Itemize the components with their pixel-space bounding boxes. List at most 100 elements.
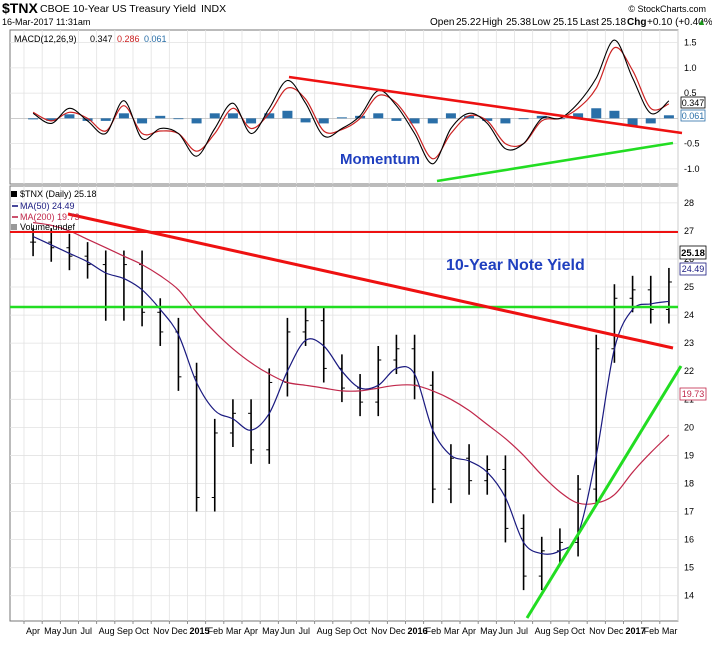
macd-histogram-bar (573, 113, 584, 119)
open-label: Open (430, 17, 454, 28)
macd-histogram-bar (28, 118, 39, 120)
price-red-trendline (67, 212, 674, 350)
macd-histogram-bar (155, 115, 166, 119)
macd-last-badge: 0.347 (682, 98, 705, 108)
x-tick-label: Oct (353, 626, 368, 636)
x-tick-label: Apr (26, 626, 40, 636)
macd-histogram-bar (82, 118, 93, 121)
x-tick-label: Feb (208, 626, 224, 636)
macd-histogram-bar (318, 118, 329, 124)
x-tick-label: Sep (335, 626, 351, 636)
macd-histogram-bar (373, 113, 384, 119)
high-label: High (482, 17, 503, 28)
macd-histogram-bar (591, 108, 602, 119)
ma50-legend: MA(50) 24.49 (20, 201, 75, 211)
macd-histogram-bar (264, 113, 275, 119)
macd-histogram-bar (500, 118, 511, 124)
x-tick-label: Dec (171, 626, 188, 636)
instrument-name: CBOE 10-Year US Treasury Yield (40, 3, 196, 15)
x-tick-label: Sep (553, 626, 569, 636)
macd-histogram-bar (627, 118, 638, 126)
x-tick-label: 2017 (626, 626, 646, 636)
x-tick-label: Jun (280, 626, 295, 636)
macd-last-badges: 0.347 0.061 (680, 96, 706, 122)
macd-histogram-bar (246, 118, 257, 124)
macd-y-axis: 1.5 1.0 0.5 -0.5 -1.0 (684, 38, 700, 174)
price-y-tick-label: 19 (684, 450, 694, 460)
macd-histogram-bar (663, 115, 674, 119)
macd-y-tick-label: 0.5 (684, 88, 697, 98)
x-tick-label: Apr (244, 626, 258, 636)
last-label: Last (580, 17, 599, 28)
macd-legend-signal-value: 0.286 (117, 34, 140, 44)
macd-histogram-bar (482, 118, 493, 121)
x-tick-label: Dec (389, 626, 406, 636)
price-y-tick-label: 22 (684, 366, 694, 376)
macd-red-trendline (288, 75, 683, 135)
macd-histogram-bar (300, 118, 311, 123)
x-tick-label: Nov (371, 626, 388, 636)
chg-value: +0.10 (+0.40%) (647, 17, 712, 28)
macd-legend-hist-value: 0.061 (144, 34, 167, 44)
price-green-trendline (525, 365, 683, 619)
x-tick-label: Sep (117, 626, 133, 636)
price-legend-title: $TNX (Daily) 25.18 (20, 189, 97, 199)
x-tick-label: Nov (589, 626, 606, 636)
price-y-tick-label: 25 (684, 282, 694, 292)
price-y-tick-label: 20 (684, 422, 694, 432)
price-legend: $TNX (Daily) 25.18 MA(50) 24.49 MA(200) … (11, 189, 97, 232)
ma200-line (33, 221, 670, 505)
macd-histogram-bar (464, 115, 475, 119)
macd-histogram-bar (427, 118, 438, 124)
macd-histogram-bar (409, 118, 420, 124)
low-label: Low (532, 17, 551, 28)
macd-histogram-bar (46, 118, 57, 121)
macd-histogram-bar (645, 118, 656, 124)
high-value: 25.38 (506, 17, 531, 28)
exchange-label: INDX (201, 3, 226, 15)
macd-histogram-bar (191, 118, 202, 124)
price-last-badge: 25.18 (681, 248, 705, 259)
x-tick-label: May (262, 626, 280, 636)
macd-legend-macd-value: 0.347 (90, 34, 113, 44)
x-tick-label: Aug (317, 626, 333, 636)
x-tick-label: Jun (498, 626, 513, 636)
macd-y-tick-label: 1.0 (684, 63, 697, 73)
volume-legend: Volume undef (20, 222, 76, 232)
momentum-annotation: Momentum (340, 151, 420, 168)
macd-histogram-bar (445, 113, 456, 119)
last-value: 25.18 (601, 17, 626, 28)
price-y-tick-label: 23 (684, 338, 694, 348)
x-tick-label: Jul (299, 626, 311, 636)
watermark: © StockCharts.com (628, 4, 706, 14)
x-tick-label: Jul (81, 626, 93, 636)
ma50-last-badge: 24.49 (682, 264, 705, 274)
macd-histogram (28, 108, 674, 126)
macd-histogram-bar (355, 115, 366, 119)
x-tick-label: Nov (153, 626, 170, 636)
macd-legend-label: MACD(12,26,9) (14, 34, 77, 44)
x-tick-label: Feb (426, 626, 442, 636)
x-tick-label: Aug (99, 626, 115, 636)
macd-histogram-bar (391, 118, 402, 121)
x-tick-label: Oct (135, 626, 150, 636)
price-y-tick-label: 28 (684, 198, 694, 208)
chg-label: Chg (627, 17, 646, 28)
ticker-symbol: $TNX (2, 0, 38, 16)
price-y-tick-label: 16 (684, 535, 694, 545)
x-tick-label: Mar (226, 626, 242, 636)
macd-y-tick-label: -0.5 (684, 139, 700, 149)
price-y-tick-label: 18 (684, 478, 694, 488)
price-y-tick-label: 27 (684, 226, 694, 236)
macd-histogram-bar (209, 113, 220, 119)
macd-y-tick-label: 1.5 (684, 38, 697, 48)
price-y-tick-label: 24 (684, 310, 694, 320)
low-value: 25.15 (553, 17, 578, 28)
x-tick-label: Jul (517, 626, 529, 636)
x-tick-label: Apr (462, 626, 476, 636)
price-y-tick-label: 14 (684, 591, 694, 601)
macd-histogram-bar (100, 118, 111, 121)
macd-histogram-bar (137, 118, 148, 124)
